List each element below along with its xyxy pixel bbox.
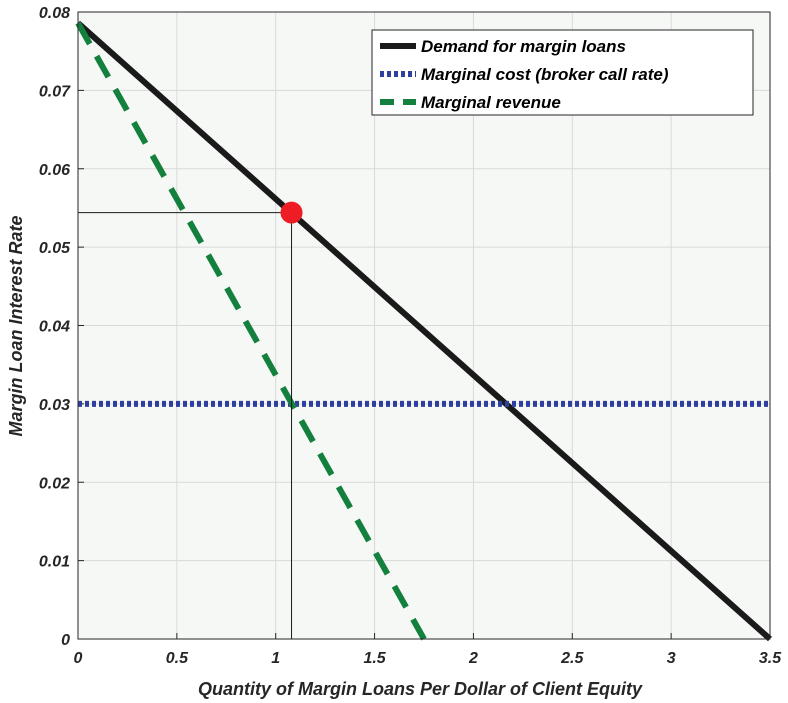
y-tick-label: 0.08 xyxy=(39,5,70,22)
legend-label-marginal-revenue: Marginal revenue xyxy=(421,93,561,112)
y-tick-label: 0.01 xyxy=(39,554,70,571)
x-tick-label: 3 xyxy=(667,650,676,667)
y-axis-label: Margin Loan Interest Rate xyxy=(6,215,26,436)
x-tick-label: 0 xyxy=(74,650,83,667)
optimum-point xyxy=(280,201,303,224)
x-tick-label: 2.5 xyxy=(560,650,584,667)
x-tick-label: 2 xyxy=(468,650,478,667)
x-tick-label: 1 xyxy=(271,650,280,667)
x-tick-label: 3.5 xyxy=(759,650,782,667)
y-tick-label: 0 xyxy=(61,632,70,649)
y-tick-label: 0.02 xyxy=(39,475,70,492)
x-axis-label: Quantity of Margin Loans Per Dollar of C… xyxy=(198,679,643,699)
series-group xyxy=(75,20,772,642)
y-tick-label: 0.05 xyxy=(39,240,71,257)
y-tick-label: 0.07 xyxy=(39,83,71,100)
x-tick-label: 1.5 xyxy=(363,650,386,667)
marginal-revenue-line xyxy=(75,21,427,641)
legend-box xyxy=(371,29,754,116)
y-tick-label: 0.04 xyxy=(39,319,70,336)
legend: Demand for margin loans Marginal cost (b… xyxy=(371,29,754,116)
x-tick-label: 0.5 xyxy=(166,650,189,667)
legend-label-marginal-cost: Marginal cost (broker call rate) xyxy=(421,65,669,84)
markers xyxy=(78,201,303,639)
axes: 0 0.5 1 1.5 2 2.5 3 3.5 0 0.01 0.02 0.03 0.04 0.05 0.0… xyxy=(39,5,782,667)
plot-frame xyxy=(77,11,771,640)
y-tick-label: 0.06 xyxy=(39,162,70,179)
legend-label-demand: Demand for margin loans xyxy=(421,37,626,56)
y-tick-label: 0.03 xyxy=(39,397,70,414)
demand-line xyxy=(76,20,772,642)
